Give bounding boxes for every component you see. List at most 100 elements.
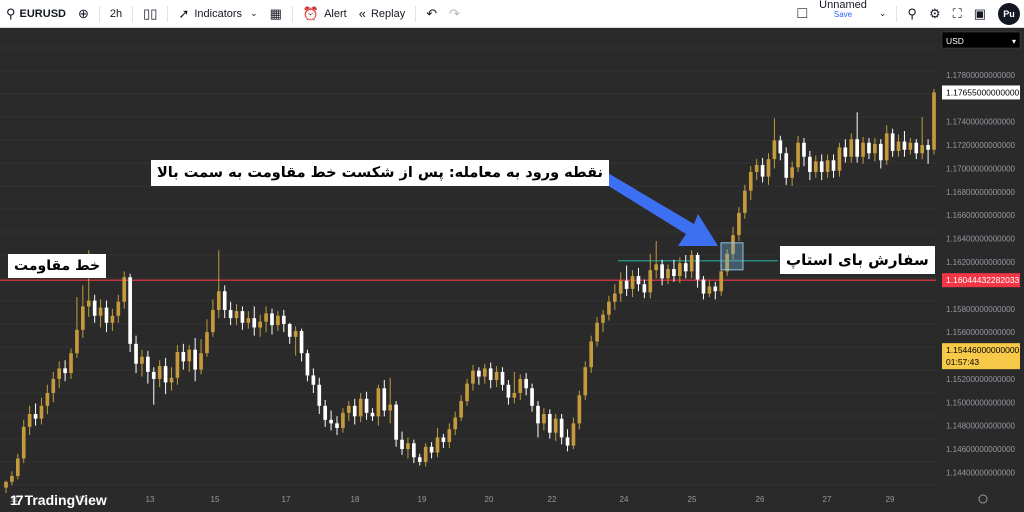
symbol-search[interactable]: ⚲ EURUSD [0,0,72,28]
candle [358,392,363,423]
undo-button[interactable]: ↶ [420,0,443,28]
candle-body [311,375,316,385]
entry-arrow [586,166,718,246]
snapshot-button[interactable]: ▣ [968,0,992,28]
candle [707,280,712,298]
price-tick-label: 1.16800000000000 [946,188,1016,197]
timeframe-button[interactable]: 2h [104,0,128,28]
candle-body [199,353,203,370]
candle-body [370,412,375,417]
candle [39,397,44,425]
candle-body [790,167,794,178]
alert-button[interactable]: ⏰ Alert [297,0,353,28]
candle-body [151,371,156,379]
price-chart[interactable]: 1.17800000000000 1.17400000000000 1.172000… [0,28,1024,507]
candle [672,259,676,282]
currency-button[interactable]: USD ▾ [941,31,1021,49]
candle-body [494,371,499,381]
candle [51,371,56,403]
buy-stop-marker[interactable] [720,242,744,271]
redo-button[interactable]: ↷ [443,0,466,28]
tradingview-logo: 17 TradingView [10,492,107,508]
resistance-annotation[interactable]: خط مقاومت [8,254,107,278]
candle [228,301,233,326]
indicators-button[interactable]: ➚ Indicators ⌄ [172,0,263,28]
candle [796,135,800,172]
avatar: Pu [998,2,1020,25]
candle [542,408,546,431]
fullscreen-button[interactable]: ⛶ [947,0,968,28]
settings-button[interactable]: ⚙ [923,0,947,28]
candle [843,139,848,163]
templates-button[interactable]: ▦ [264,0,288,28]
candle [624,265,629,296]
candle [465,378,469,406]
chart-type-button[interactable]: ▯▯ [137,0,163,28]
tradingview-mark: 17 [10,492,24,508]
candle-body [896,141,901,151]
hover-price-badge [942,343,1020,370]
hover-price-tag: 1.15446000000000 01:57:43 [942,343,1020,370]
time-axis[interactable] [0,493,1024,507]
chart-area[interactable]: 1.17800000000000 1.17400000000000 1.172000… [0,28,1024,508]
replay-button[interactable]: « Replay [353,0,411,28]
redo-icon: ↷ [449,6,461,21]
candle [57,361,62,389]
candle [855,112,859,163]
candle-body [802,142,806,157]
layout-toggle[interactable]: □ [791,0,813,28]
candle-body [506,384,511,398]
time-tick-label: 20 [485,495,494,504]
entry-point-annotation[interactable]: نقطه ورود به معامله: پس از شکست خط مقاوم… [151,160,609,186]
candle-body [766,159,771,177]
candle [861,136,865,164]
grid-icon: ▦ [269,6,282,21]
alarm-clock-icon: ⏰ [302,6,320,21]
candle [140,349,144,377]
price-tick-label: 1.17800000000000 [946,71,1016,80]
price-axis[interactable] [936,28,1024,493]
candle-body [352,405,357,417]
candle-body [453,417,458,430]
layout-name-button[interactable]: Unnamed Save [813,0,873,28]
time-tick-label: 18 [351,495,360,504]
toolbar-divider [167,5,169,22]
settings-gear[interactable] [978,494,988,504]
candle-body [796,142,800,168]
candle-body [518,378,523,393]
time-tick-label: 12 [79,495,88,504]
candle-body [293,330,298,337]
compare-button[interactable]: ⊕ [72,0,95,28]
candle [293,326,298,356]
candle-body [110,315,115,323]
candle [867,138,871,160]
candle [536,401,540,438]
candle [240,306,245,330]
candle [660,259,664,286]
candle-body [849,139,854,157]
candle-body [731,235,735,254]
candle [10,471,14,486]
time-tick-label: 29 [886,495,895,504]
chevron-down-icon: ⌄ [250,8,258,18]
candle-body [672,269,676,277]
candle-body [317,384,322,406]
rewind-icon: « [358,6,366,21]
candle [406,437,410,459]
candle-body [382,388,387,411]
candle-body [122,277,127,302]
quick-search-button[interactable]: ⚲ [901,0,923,28]
candle-body [559,418,564,438]
buy-stop-annotation[interactable]: سفارش بای استاپ [780,246,935,274]
candle-body [565,437,570,446]
user-menu[interactable]: Pu [992,0,1024,28]
candle-body [825,160,830,172]
layout-menu-button[interactable]: ⌄ [873,0,893,28]
candle-body [81,306,85,330]
candle-body [459,401,463,418]
gear-icon[interactable] [978,494,988,504]
search-icon: ⚲ [6,6,16,21]
currency-badge[interactable] [941,31,1021,49]
plus-circle-icon: ⊕ [77,6,89,21]
candle-body [867,142,871,154]
